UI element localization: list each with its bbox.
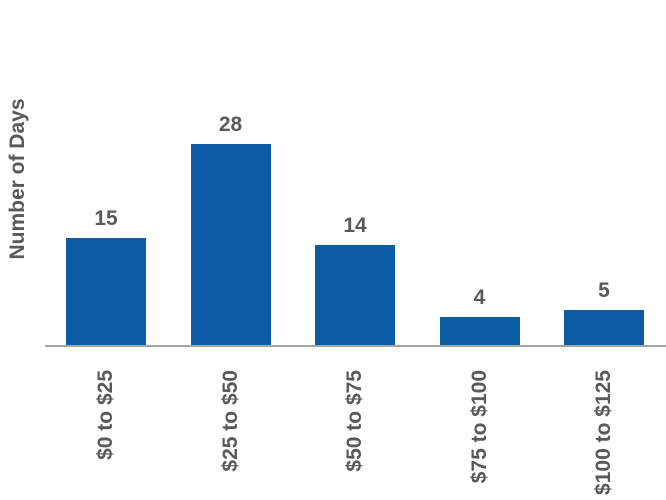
- bar-value-label: 14: [343, 214, 367, 237]
- bar: [66, 238, 146, 346]
- bar: [315, 245, 395, 346]
- bar-value-label: 5: [598, 279, 610, 302]
- y-axis-title: Number of Days: [6, 98, 29, 260]
- x-axis-line: [45, 345, 666, 347]
- bar: [190, 144, 271, 346]
- bar-value-label: 28: [218, 113, 243, 136]
- bar: [564, 310, 644, 346]
- x-axis-category-label: $50 to $75: [343, 370, 366, 472]
- x-axis-category-label: $25 to $50: [218, 370, 242, 472]
- bar: [439, 317, 520, 346]
- bar-value-label: 15: [94, 207, 118, 230]
- bar-value-label: 4: [473, 286, 486, 309]
- x-axis-category-label: $75 to $100: [467, 370, 491, 484]
- x-axis-category-label: $0 to $25: [94, 370, 117, 460]
- x-axis-category-label: $100 to $125: [592, 370, 615, 495]
